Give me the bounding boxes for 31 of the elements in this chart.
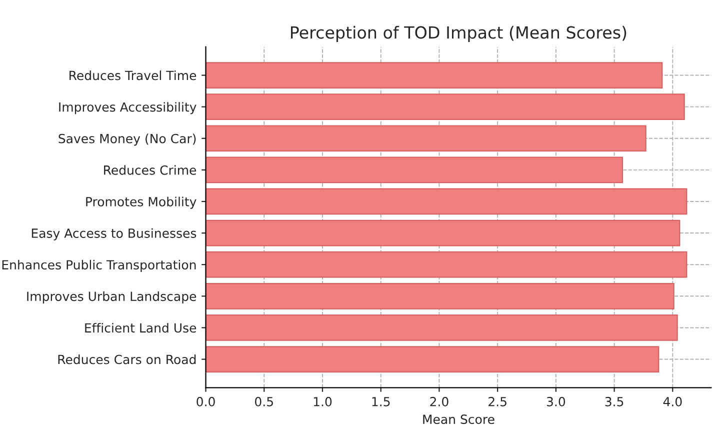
x-tick-label: 3.0 bbox=[546, 396, 566, 406]
bar bbox=[206, 156, 624, 184]
bar bbox=[206, 346, 660, 372]
bar bbox=[206, 188, 688, 215]
bar bbox=[206, 62, 663, 88]
x-tick-label: 0.0 bbox=[196, 396, 215, 406]
bar bbox=[206, 94, 685, 120]
x-tick-label: 2.5 bbox=[488, 396, 506, 406]
bar bbox=[206, 251, 688, 278]
x-tick-label: 3.5 bbox=[605, 396, 624, 406]
bar bbox=[206, 125, 646, 152]
y-tick-label: Enhances Public Transportation bbox=[2, 260, 196, 272]
y-tick-label: Reduces Crime bbox=[104, 165, 196, 175]
x-tick-label: 2.0 bbox=[430, 396, 448, 406]
x-axis-title: Mean Score bbox=[423, 414, 494, 424]
x-tick-label: 4.0 bbox=[663, 396, 682, 406]
y-tick-label: Efficient Land Use bbox=[85, 322, 196, 333]
bar bbox=[206, 282, 674, 310]
bar bbox=[206, 314, 678, 341]
y-tick-label: Saves Money (No Car) bbox=[58, 134, 196, 146]
y-tick-label: Improves Urban Landscape bbox=[27, 291, 196, 304]
x-tick-label: 1.5 bbox=[372, 397, 390, 406]
x-tick-label: 0.5 bbox=[255, 396, 273, 406]
x-tick-label: 1.0 bbox=[314, 396, 332, 406]
y-tick-label: Reduces Cars on Road bbox=[58, 354, 196, 364]
bar bbox=[206, 220, 680, 246]
chart-title: Perception of TOD Impact (Mean Scores) bbox=[291, 26, 626, 42]
y-tick-label: Improves Accessibility bbox=[59, 102, 196, 114]
y-tick-label: Promotes Mobility bbox=[86, 196, 196, 209]
y-tick-label: Easy Access to Businesses bbox=[32, 228, 196, 240]
y-tick-label: Reduces Travel Time bbox=[70, 70, 196, 80]
